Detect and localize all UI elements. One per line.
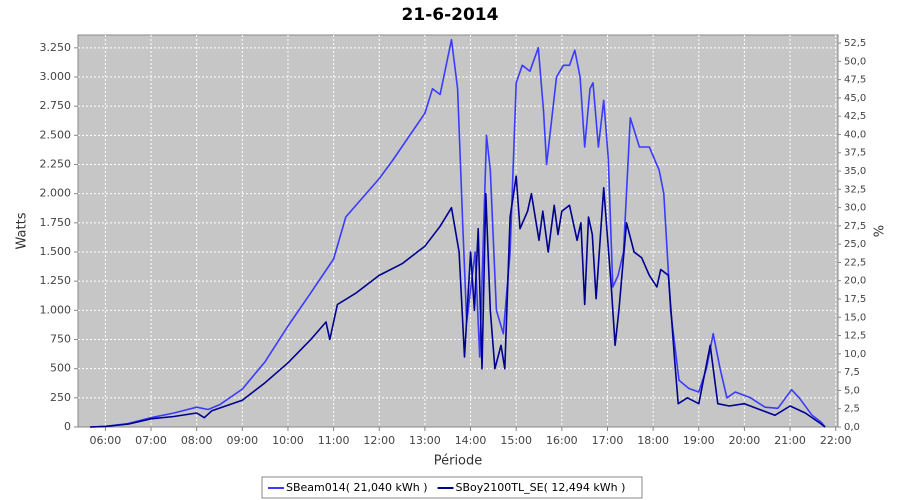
y-tick-label: 2.750	[40, 99, 72, 112]
y-axis-title: Watts	[15, 212, 30, 249]
y-tick-label: 500	[50, 362, 71, 375]
y2-tick-label: 42,5	[844, 111, 866, 122]
y2-tick-label: 0,0	[844, 422, 860, 433]
y2-tick-label: 30,0	[844, 203, 866, 214]
x-tick-label: 21:00	[774, 434, 806, 447]
y-tick-label: 750	[50, 333, 71, 346]
y2-tick-label: 17,5	[844, 294, 866, 305]
y2-tick-label: 52,5	[844, 38, 866, 49]
y2-tick-label: 25,0	[844, 239, 866, 250]
chart-title: 21-6-2014	[402, 5, 499, 25]
y2-tick-label: 50,0	[844, 56, 866, 67]
y2-tick-label: 2,5	[844, 404, 860, 415]
x-tick-label: 09:00	[226, 434, 258, 447]
x-tick-label: 06:00	[90, 434, 122, 447]
x-tick-label: 07:00	[135, 434, 167, 447]
x-tick-label: 14:00	[455, 434, 487, 447]
y-tick-label: 1.500	[40, 245, 72, 258]
x-tick-label: 17:00	[592, 434, 624, 447]
y2-tick-label: 20,0	[844, 276, 866, 287]
y2-tick-label: 15,0	[844, 312, 866, 323]
x-tick-label: 20:00	[729, 434, 761, 447]
y2-tick-label: 10,0	[844, 349, 866, 360]
y2-axis-title: %	[873, 225, 888, 237]
y2-tick-label: 32,5	[844, 184, 866, 195]
y2-tick-label: 5,0	[844, 385, 860, 396]
y2-tick-label: 47,5	[844, 75, 866, 86]
x-tick-label: 12:00	[363, 434, 395, 447]
legend-label: SBoy2100TL_SE( 12,494 kWh )	[456, 481, 626, 494]
y2-tick-label: 45,0	[844, 93, 866, 104]
y-tick-label: 3.000	[40, 70, 72, 83]
y2-tick-label: 35,0	[844, 166, 866, 177]
y2-tick-label: 37,5	[844, 148, 866, 159]
y-tick-label: 2.250	[40, 158, 72, 171]
y-tick-label: 1.250	[40, 274, 72, 287]
x-tick-label: 10:00	[272, 434, 304, 447]
y-tick-label: 3.250	[40, 41, 72, 54]
y-tick-label: 1.000	[40, 303, 72, 316]
x-tick-label: 15:00	[500, 434, 532, 447]
x-tick-label: 18:00	[637, 434, 669, 447]
y-tick-label: 0	[64, 420, 71, 433]
y-tick-label: 250	[50, 391, 71, 404]
x-tick-label: 11:00	[318, 434, 350, 447]
legend-label: SBeam014( 21,040 kWh )	[286, 481, 428, 494]
y2-tick-label: 27,5	[844, 221, 866, 232]
series-line	[90, 175, 826, 428]
x-tick-label: 08:00	[181, 434, 213, 447]
x-tick-label: 22:00	[820, 434, 852, 447]
y2-tick-label: 22,5	[844, 257, 866, 268]
y-tick-label: 2.000	[40, 187, 72, 200]
y2-tick-label: 40,0	[844, 129, 866, 140]
x-tick-label: 19:00	[683, 434, 715, 447]
y-tick-label: 1.750	[40, 216, 72, 229]
x-axis-title: Période	[434, 454, 483, 469]
y2-tick-label: 12,5	[844, 331, 866, 342]
y-tick-label: 2.500	[40, 128, 72, 141]
x-tick-label: 13:00	[409, 434, 441, 447]
y2-tick-label: 7,5	[844, 367, 860, 378]
x-tick-label: 16:00	[546, 434, 578, 447]
